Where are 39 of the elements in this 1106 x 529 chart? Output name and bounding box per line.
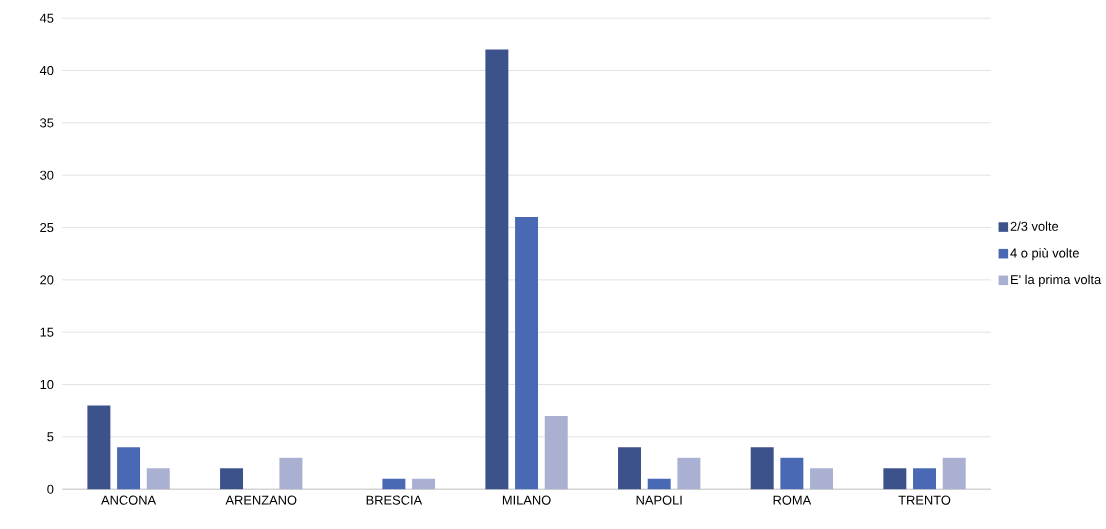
- bar: [750, 447, 774, 489]
- y-tick-label: 20: [40, 275, 54, 285]
- bar: [279, 457, 303, 489]
- bar: [780, 457, 804, 489]
- bar: [87, 405, 111, 489]
- legend-label: 2/3 volte: [1010, 221, 1059, 231]
- bar: [544, 415, 568, 489]
- legend-label: 4 o più volte: [1010, 247, 1079, 260]
- x-tick-label: MILANO: [502, 495, 551, 505]
- bar: [942, 457, 966, 489]
- legend-label: E' la prima volta: [1011, 274, 1102, 287]
- y-tick-label: 5: [47, 432, 54, 442]
- bar: [412, 478, 436, 489]
- bar: [677, 457, 701, 489]
- x-tick-label: NAPOLI: [636, 495, 682, 505]
- bar: [913, 468, 937, 489]
- bar: [810, 468, 834, 489]
- x-tick-label: ARENZANO: [225, 495, 297, 505]
- x-tick-label: ROMA: [773, 495, 812, 505]
- bar: [647, 478, 671, 489]
- x-tick-label: TRENTO: [898, 495, 951, 505]
- y-tick-label: 45: [39, 13, 54, 23]
- bar: [117, 447, 141, 489]
- y-tick-label: 0: [47, 484, 54, 494]
- bar: [382, 478, 406, 489]
- bar: [220, 468, 244, 489]
- bar: [485, 49, 509, 489]
- bar: [883, 468, 907, 489]
- x-tick-label: BRESCIA: [366, 495, 423, 505]
- bar: [146, 468, 170, 489]
- bar: [618, 447, 642, 489]
- y-tick-label: 35: [40, 118, 54, 128]
- bar: [515, 216, 539, 489]
- y-tick-label: 30: [40, 170, 54, 180]
- y-tick-label: 25: [40, 222, 54, 232]
- x-tick-label: ANCONA: [101, 495, 157, 505]
- y-tick-label: 15: [40, 327, 54, 337]
- y-tick-label: 40: [39, 65, 54, 75]
- y-tick-label: 10: [40, 379, 54, 389]
